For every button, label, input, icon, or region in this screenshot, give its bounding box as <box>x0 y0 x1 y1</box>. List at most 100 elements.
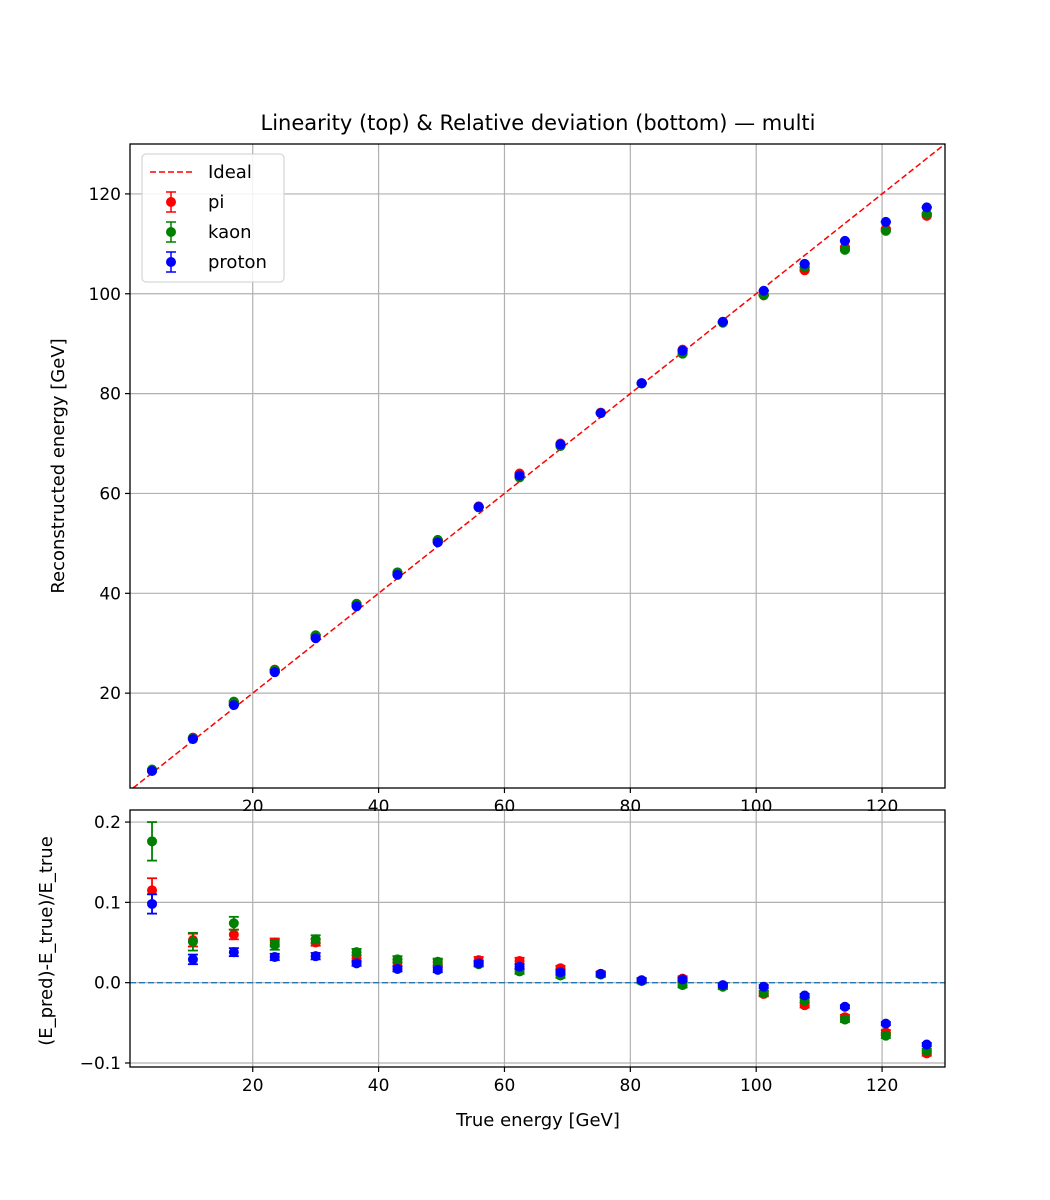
legend-pi-marker <box>166 197 176 207</box>
proton-point <box>228 947 239 958</box>
legend-entry-pi: pi <box>166 191 224 213</box>
proton-point <box>799 258 810 269</box>
kaon-point <box>432 956 443 967</box>
bottom-y-axis-label: (E_pred)-E_true)/E_true <box>36 836 57 1046</box>
proton-point <box>677 974 688 985</box>
top-y-axis-label: Reconstructed energy [GeV] <box>48 338 69 593</box>
kaon-point <box>310 934 321 945</box>
proton-point <box>839 1001 850 1012</box>
proton-point <box>636 378 647 389</box>
proton-point <box>310 633 321 644</box>
x-tick-label: 100 <box>740 1076 772 1096</box>
kaon-point <box>880 225 891 236</box>
proton-point <box>351 958 362 969</box>
y-tick-label: 100 <box>89 285 121 305</box>
proton-point <box>799 990 810 1001</box>
legend-proton-marker <box>166 257 176 267</box>
legend-entry-kaon: kaon <box>166 221 252 243</box>
proton-point <box>432 964 443 975</box>
legend-entry-ideal: Ideal <box>150 162 252 183</box>
y-tick-label: 0.1 <box>94 893 121 913</box>
proton-point <box>758 285 769 296</box>
kaon-point <box>880 1030 891 1041</box>
y-tick-label: 80 <box>99 385 121 405</box>
proton-point <box>514 961 525 972</box>
y-tick-label: 0.2 <box>94 813 121 833</box>
kaon-point <box>147 836 158 847</box>
legend: Ideal pi kaon proton <box>141 153 285 283</box>
legend-kaon-label: kaon <box>208 222 252 243</box>
kaon-point <box>839 244 850 255</box>
proton-point <box>717 316 728 327</box>
kaon-point <box>839 1014 850 1025</box>
proton-point <box>310 951 321 962</box>
top-axes-frame <box>129 143 946 789</box>
proton-point <box>392 569 403 580</box>
y-tick-label: −0.1 <box>80 1054 121 1074</box>
relative-deviation-panel: 20 40 60 80 100 120 −0.1 0.0 0.1 0.2 (E_pred)-E_t… <box>36 809 946 1131</box>
kaon-point <box>269 939 280 950</box>
kaon-point <box>392 954 403 965</box>
legend-entry-proton: proton <box>166 251 267 273</box>
pi-point <box>228 929 239 940</box>
proton-point <box>473 958 484 969</box>
x-tick-label: 120 <box>866 1076 898 1096</box>
legend-box <box>141 153 285 283</box>
proton-point <box>228 700 239 711</box>
series-proton <box>147 202 932 777</box>
proton-point <box>921 202 932 213</box>
proton-point <box>758 981 769 992</box>
pi-point <box>147 885 158 896</box>
proton-point <box>187 734 198 745</box>
x-tick-label: 40 <box>368 1076 390 1096</box>
series-proton <box>147 893 932 1050</box>
proton-point <box>677 345 688 356</box>
proton-point <box>717 980 728 991</box>
ideal-line-layer <box>132 143 946 789</box>
legend-kaon-marker <box>166 227 176 237</box>
y-tick-label: 60 <box>99 484 121 504</box>
chart-title: Linearity (top) & Relative deviation (bo… <box>261 111 816 135</box>
kaon-point <box>187 936 198 947</box>
proton-point <box>269 667 280 678</box>
top-data-layer <box>147 202 932 777</box>
y-tick-label: 120 <box>89 185 121 205</box>
proton-point <box>839 235 850 246</box>
proton-point <box>921 1039 932 1050</box>
proton-point <box>595 968 606 979</box>
x-tick-label: 20 <box>242 1076 264 1096</box>
x-axis-label: True energy [GeV] <box>455 1110 620 1131</box>
proton-point <box>147 898 158 909</box>
proton-point <box>269 951 280 962</box>
y-tick-label: 0.0 <box>94 974 121 994</box>
proton-point <box>473 501 484 512</box>
kaon-point <box>228 918 239 929</box>
kaon-point <box>351 947 362 958</box>
proton-point <box>880 1018 891 1029</box>
bottom-ticks: 20 40 60 80 100 120 −0.1 0.0 0.1 0.2 <box>80 813 899 1096</box>
proton-point <box>351 601 362 612</box>
bottom-axes-frame <box>129 809 946 1068</box>
legend-ideal-label: Ideal <box>208 162 252 183</box>
proton-point <box>187 954 198 965</box>
bottom-axes-background <box>131 811 944 1066</box>
bottom-data-layer <box>147 821 932 1059</box>
top-grid <box>130 144 945 788</box>
proton-point <box>514 470 525 481</box>
legend-pi-label: pi <box>208 192 224 213</box>
proton-point <box>555 967 566 978</box>
proton-point <box>555 439 566 450</box>
proton-point <box>636 975 647 986</box>
ideal-line <box>132 143 946 789</box>
proton-point <box>392 964 403 975</box>
proton-point <box>595 408 606 419</box>
proton-point <box>880 216 891 227</box>
y-tick-label: 40 <box>99 584 121 604</box>
legend-proton-label: proton <box>208 252 267 273</box>
x-tick-label: 60 <box>494 1076 516 1096</box>
proton-point <box>147 766 158 777</box>
y-tick-label: 20 <box>99 684 121 704</box>
x-tick-label: 80 <box>620 1076 642 1096</box>
